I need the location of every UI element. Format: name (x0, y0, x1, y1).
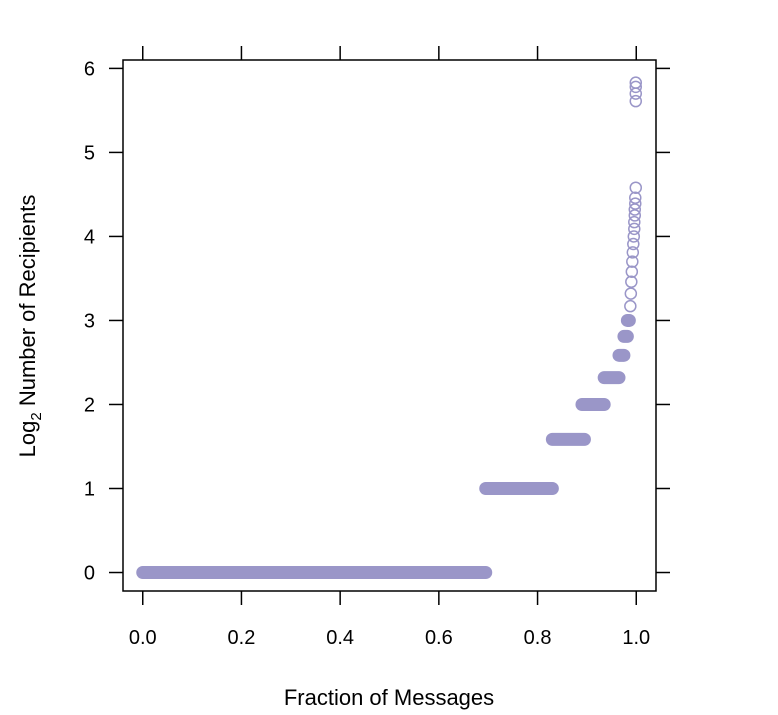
data-point (628, 203, 642, 216)
x-tick-label: 0.6 (425, 627, 453, 649)
data-point (628, 222, 641, 236)
data-point (627, 237, 640, 251)
x-axis-title: Fraction of Messages (284, 685, 494, 710)
data-point (628, 209, 642, 222)
data-point (629, 197, 642, 210)
x-tick-label: 1.0 (622, 627, 650, 649)
data-point (629, 181, 643, 194)
axis-ticks (109, 46, 670, 605)
y-tick-label: 2 (84, 394, 95, 416)
data-point (629, 76, 643, 89)
axis-tick-labels: 0.0 0.2 0.4 0.6 0.8 1.0 0 1 2 3 4 5 6 (84, 58, 650, 649)
y-tick-label: 0 (84, 563, 95, 585)
data-point (626, 255, 639, 268)
y-axis-title: Log2 Number of Recipients (15, 195, 45, 458)
data-point (628, 215, 641, 229)
data-point (625, 265, 639, 278)
data-point (629, 94, 643, 108)
data-point (624, 299, 637, 313)
y-tick-label: 6 (84, 58, 95, 80)
data-point (627, 230, 641, 243)
data-point (626, 246, 640, 259)
data-points (136, 76, 643, 580)
x-tick-label: 0.0 (129, 627, 157, 649)
data-point (624, 287, 638, 300)
x-tick-label: 0.8 (524, 627, 552, 649)
y-tick-label: 4 (84, 226, 95, 248)
data-point (629, 80, 643, 94)
x-tick-label: 0.2 (228, 627, 256, 649)
data-point (629, 191, 642, 205)
data-point (625, 275, 638, 289)
y-tick-label: 3 (84, 310, 95, 332)
x-tick-label: 0.4 (326, 627, 354, 649)
plot-frame (122, 59, 657, 592)
y-tick-label: 5 (84, 142, 95, 164)
y-tick-label: 1 (84, 478, 95, 500)
